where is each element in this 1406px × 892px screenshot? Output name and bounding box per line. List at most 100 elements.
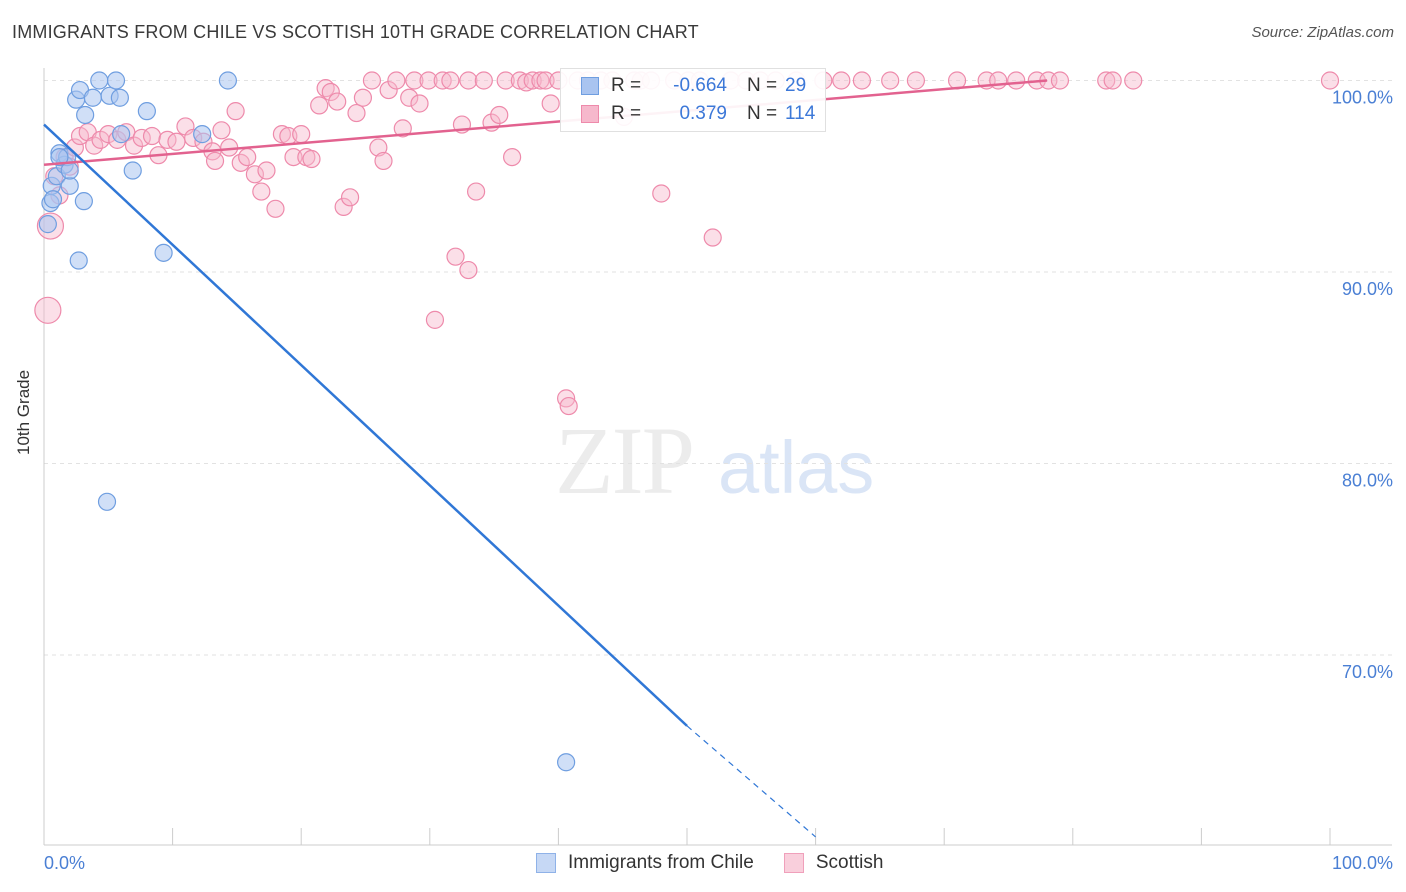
y-tick-label: 100.0% <box>1332 88 1393 108</box>
legend-r-value-scottish: 0.379 <box>679 103 727 124</box>
chile-point <box>60 176 79 195</box>
scottish-point <box>425 310 445 329</box>
scottish-point <box>353 88 373 107</box>
scottish-point <box>832 71 851 90</box>
legend-n-value-scottish: 114 <box>785 103 816 124</box>
scottish-point <box>400 88 419 107</box>
scottish-point <box>517 73 536 92</box>
scottish-trend-line <box>43 79 1048 167</box>
scottish-point <box>167 132 186 151</box>
watermark-atlas: atlas <box>718 426 875 509</box>
scottish-point <box>238 148 257 167</box>
watermark-zip: ZIP <box>555 407 695 514</box>
legend-row-chile: R = -0.664 N = 29 <box>581 74 806 98</box>
legend-r-label: R = <box>611 75 642 96</box>
scottish-point <box>124 136 144 155</box>
scottish-point <box>474 71 493 90</box>
scottish-point <box>503 148 522 167</box>
chile-point <box>123 161 142 180</box>
scottish-point <box>852 71 871 90</box>
chile-point <box>106 71 126 90</box>
scottish-legend-label: Scottish <box>815 852 884 873</box>
scottish-swatch <box>581 105 599 123</box>
chile-point <box>154 243 173 262</box>
chile-swatch <box>581 77 599 95</box>
legend-row-scottish: R = 0.379 N = 114 <box>581 102 815 126</box>
chile-point <box>74 192 93 211</box>
chile-point <box>50 148 69 167</box>
legend-n-label: N = <box>747 75 778 96</box>
chile-point <box>38 215 57 234</box>
legend-n-value-chile: 29 <box>785 75 807 96</box>
scottish-point <box>292 125 311 144</box>
chile-point <box>43 190 63 209</box>
scottish-point <box>328 92 347 111</box>
legend-r-label: R = <box>611 103 642 124</box>
scottish-point <box>1320 71 1340 90</box>
scottish-point <box>881 71 900 90</box>
scottish-point <box>393 119 412 138</box>
scottish-point <box>226 102 245 121</box>
chile-point <box>69 251 88 270</box>
x-tick-label: 100.0% <box>1332 853 1393 873</box>
scottish-point <box>1124 71 1143 90</box>
scottish-point <box>347 103 366 123</box>
scottish-point <box>459 260 478 280</box>
x-tick-label: 0.0% <box>44 853 85 873</box>
legend-r-value-chile: -0.664 <box>673 75 727 96</box>
y-tick-label: 90.0% <box>1342 279 1393 299</box>
scottish-point <box>559 396 578 416</box>
scottish-point <box>1007 71 1026 90</box>
chile-point <box>76 105 95 125</box>
chile-point <box>137 102 156 121</box>
scottish-point <box>1103 71 1122 90</box>
chile-point <box>90 71 109 90</box>
legend-item-scottish[interactable]: Scottish <box>783 852 884 874</box>
scottish-point <box>433 71 452 90</box>
scottish-point <box>205 151 225 171</box>
y-axis-label: 10th Grade <box>14 369 33 455</box>
scottish-point <box>142 126 162 146</box>
scottish-point <box>652 184 671 203</box>
y-tick-label: 80.0% <box>1342 471 1393 491</box>
scottish-point <box>1097 71 1116 90</box>
chile-trend-extension <box>686 725 816 838</box>
scottish-point <box>446 247 465 266</box>
scottish-point <box>523 71 542 90</box>
scottish-point <box>158 130 177 149</box>
legend-item-chile[interactable]: Immigrants from Chile <box>536 852 754 874</box>
scottish-point <box>245 165 265 184</box>
scottish-point <box>541 94 560 113</box>
chile-legend-label: Immigrants from Chile <box>568 852 754 873</box>
y-tick-label: 70.0% <box>1342 662 1393 682</box>
scottish-point <box>272 125 292 144</box>
scottish-point <box>387 71 406 90</box>
scottish-legend-swatch <box>783 853 804 873</box>
scottish-point <box>321 82 340 102</box>
scottish-point <box>212 121 231 140</box>
scottish-point <box>34 296 62 324</box>
scottish-point <box>466 182 486 201</box>
source-label: Source: ZipAtlas.com <box>1251 24 1394 41</box>
series-legend: Immigrants from Chile Scottish <box>536 852 913 874</box>
scottish-point <box>284 148 303 167</box>
scottish-point <box>257 161 276 180</box>
scottish-point <box>531 71 550 90</box>
scottish-point <box>410 94 429 113</box>
chile-point <box>557 753 576 772</box>
scottish-point <box>490 105 509 125</box>
scottish-point <box>334 197 353 216</box>
scottish-point <box>1050 71 1070 90</box>
scottish-point <box>379 80 398 100</box>
scottish-point <box>906 71 926 90</box>
legend-n-label: N = <box>747 103 778 124</box>
scottish-point <box>989 71 1008 90</box>
scottish-point <box>310 96 329 115</box>
scottish-point <box>510 71 529 90</box>
chile-point <box>97 492 117 511</box>
scottish-point <box>266 199 285 218</box>
scottish-point <box>369 138 388 157</box>
correlation-legend: R = -0.664 N = 29 R = 0.379 N = 114 <box>560 68 826 132</box>
chile-point <box>193 125 212 144</box>
scottish-point <box>362 71 382 90</box>
